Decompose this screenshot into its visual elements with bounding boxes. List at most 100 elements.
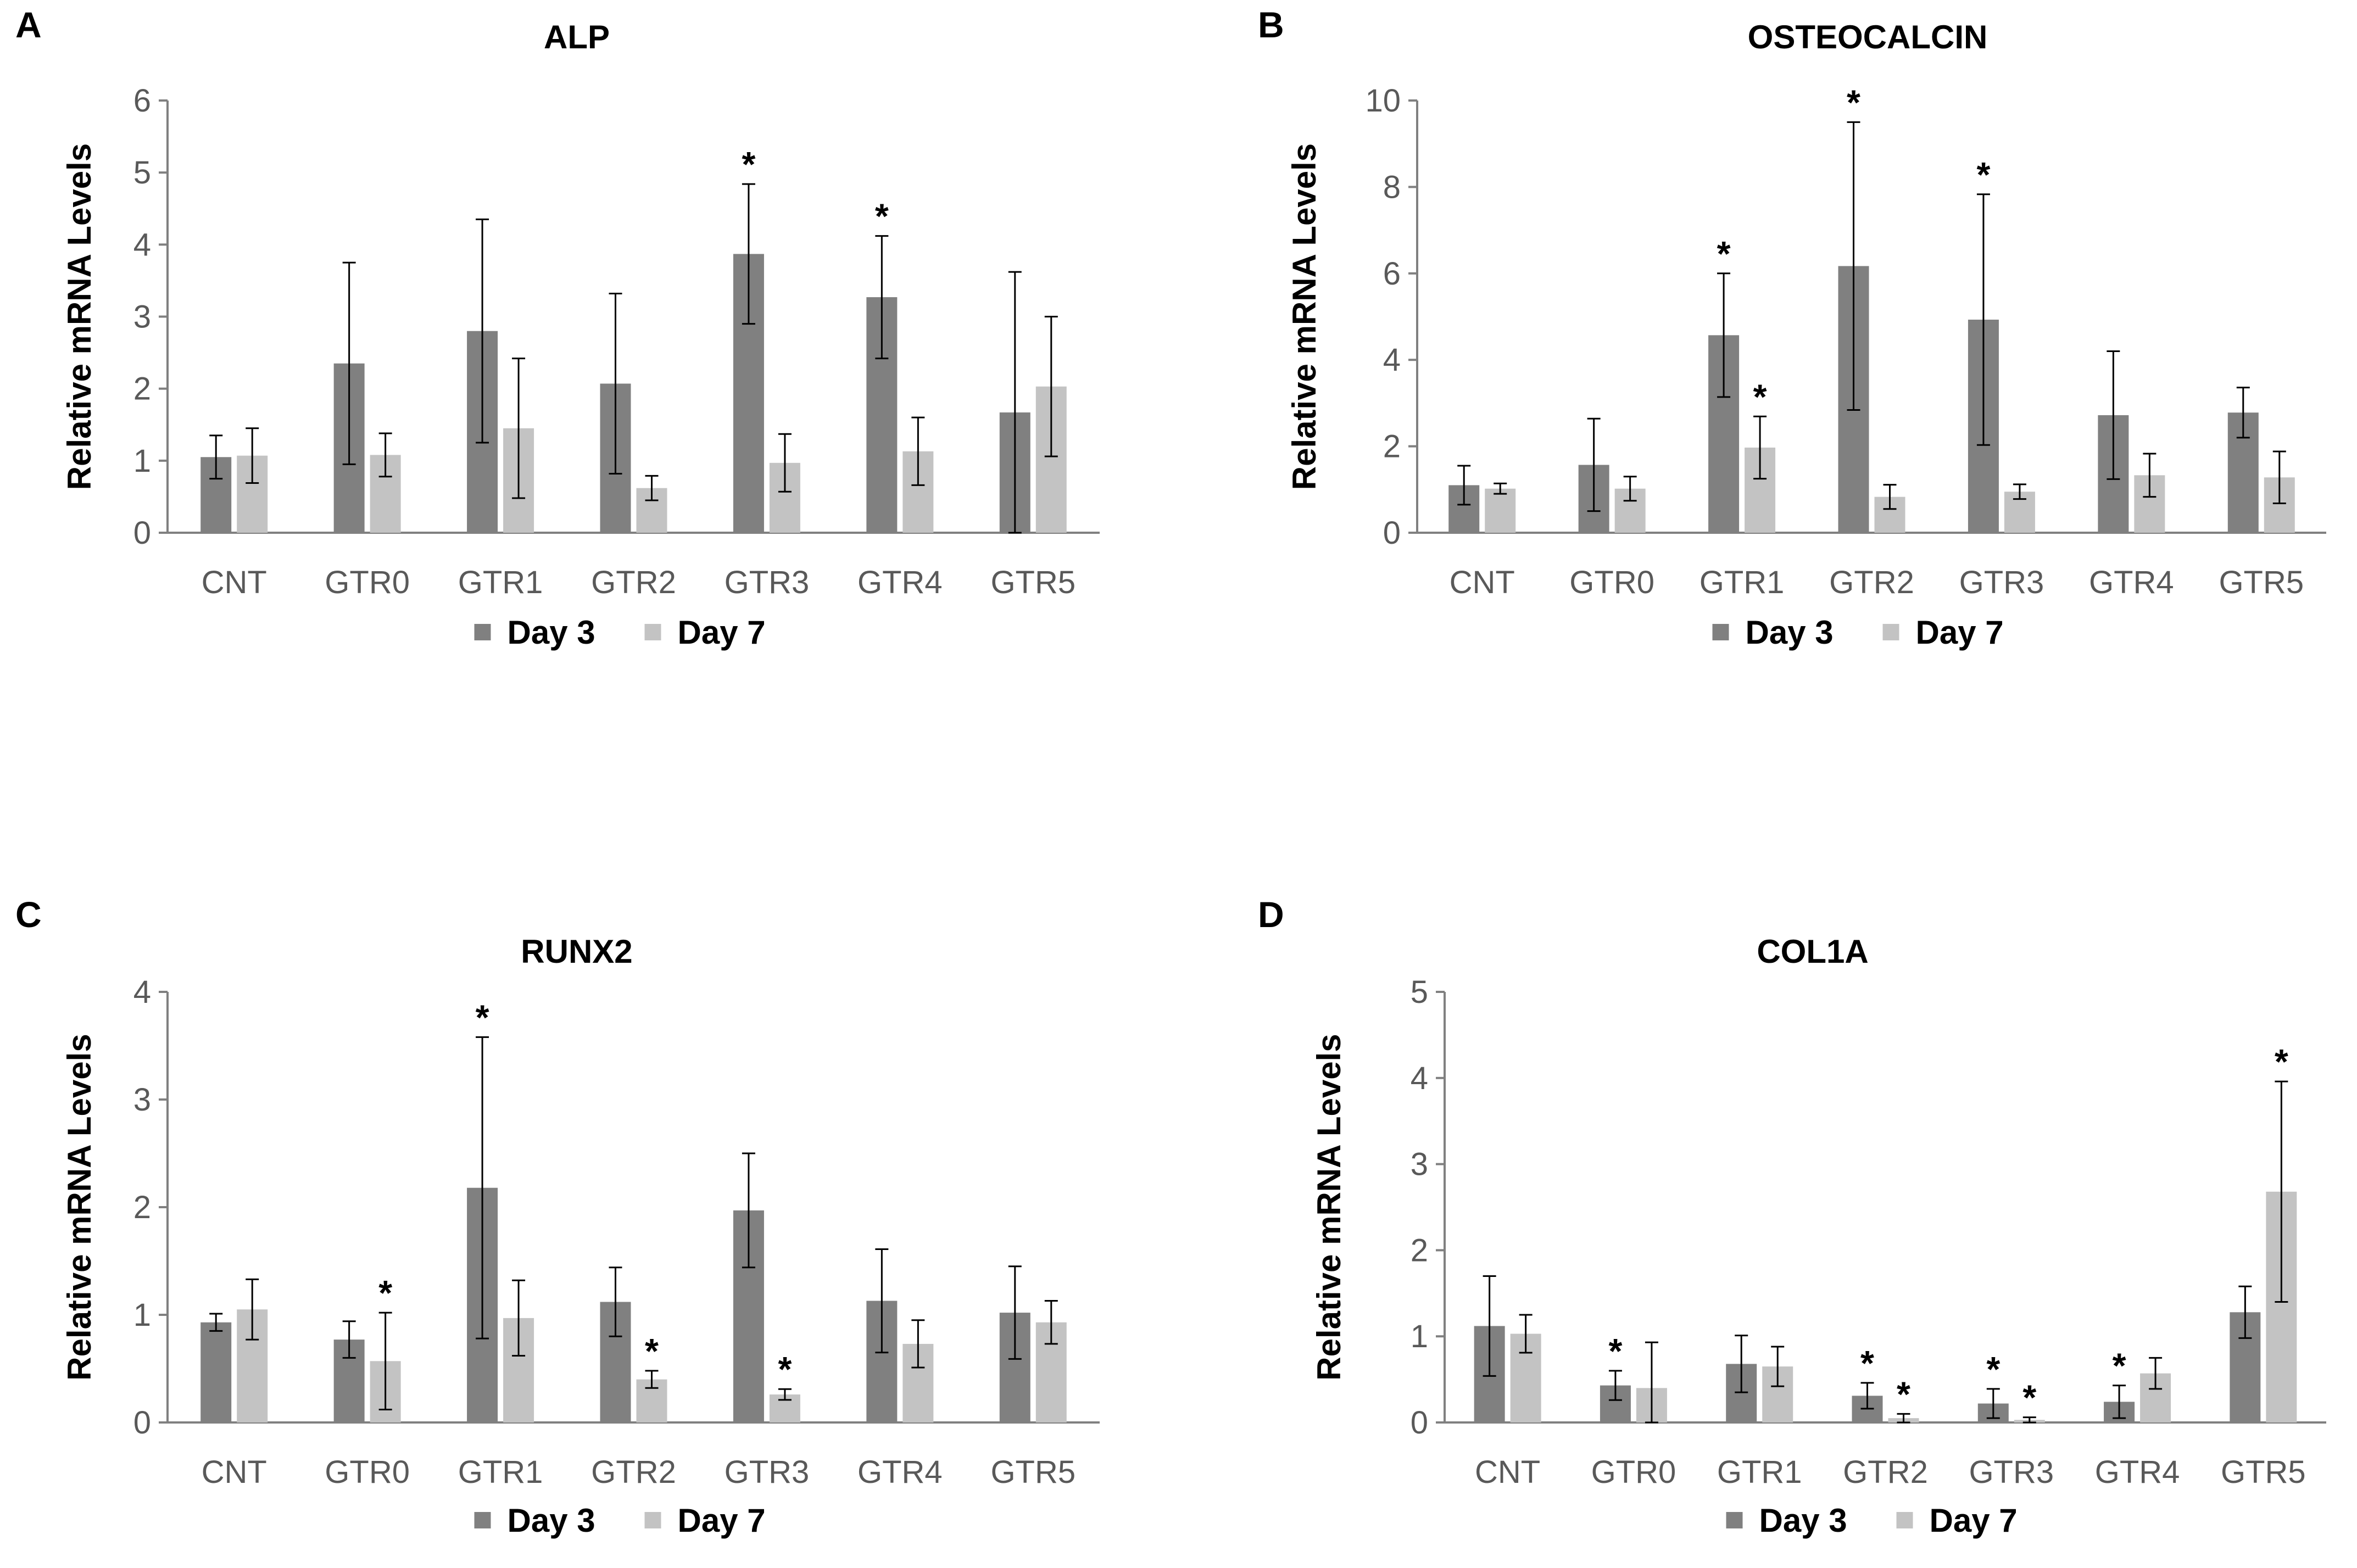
y-tick-label: 4 (1411, 1061, 1428, 1096)
significance-star: * (778, 1349, 792, 1389)
x-tick-label: GTR3 (725, 1454, 810, 1490)
significance-star: * (1897, 1374, 1910, 1414)
y-tick-label: 5 (1411, 974, 1428, 1010)
x-tick-label: GTR4 (2095, 1454, 2180, 1490)
legend-label-day7: Day 7 (1916, 614, 2004, 651)
x-tick-label: GTR2 (591, 565, 676, 600)
x-tick-label: GTR1 (1717, 1454, 1802, 1490)
chart-panel-a: A ALP Relative mRNA Levels 0 1 2 3 4 5 6 CNT GTR0 GT… (15, 4, 1100, 651)
x-tick-label: CNT (202, 1454, 267, 1490)
legend-swatch-day3 (1712, 624, 1729, 640)
y-tick-label: 4 (133, 227, 151, 263)
panel-label: C (15, 894, 42, 935)
x-tick-label: GTR5 (990, 1454, 1076, 1490)
x-tick-label: GTR4 (857, 565, 943, 600)
y-tick-label: 0 (1383, 515, 1401, 551)
bar-day7 (1485, 488, 1516, 533)
x-tick-label: GTR1 (458, 565, 543, 600)
y-tick-label: 2 (1383, 429, 1401, 465)
y-tick-label: 1 (133, 1297, 151, 1333)
x-tick-label: GTR0 (325, 1454, 410, 1490)
legend-swatch-day3 (474, 624, 491, 640)
chart-panel-d: D COL1A Relative mRNA Levels 0 1 2 3 4 5 CNT GTR0 *… (1258, 894, 2326, 1539)
y-tick-label: 4 (133, 974, 151, 1010)
y-tick-label: 6 (133, 83, 151, 119)
y-tick-label: 0 (1411, 1405, 1428, 1441)
significance-star: * (1976, 155, 1990, 194)
y-tick-label: 2 (133, 1190, 151, 1225)
y-axis-label: Relative mRNA Levels (61, 1034, 98, 1380)
chart-title: ALP (544, 19, 610, 55)
y-axis-label: Relative mRNA Levels (61, 143, 98, 490)
significance-star: * (645, 1331, 659, 1371)
significance-star: * (1608, 1331, 1622, 1371)
y-axis-label: Relative mRNA Levels (1311, 1034, 1347, 1380)
legend-label-day3: Day 3 (1759, 1502, 1847, 1539)
significance-star: * (476, 997, 489, 1037)
x-tick-label: GTR5 (2221, 1454, 2306, 1490)
x-tick-label: CNT (202, 565, 267, 600)
x-tick-label: GTR2 (1843, 1454, 1928, 1490)
y-tick-label: 3 (1411, 1147, 1428, 1182)
y-tick-label: 10 (1365, 83, 1401, 119)
x-tick-label: GTR0 (1569, 565, 1654, 600)
y-tick-label: 0 (133, 515, 151, 551)
significance-star: * (1860, 1343, 1874, 1383)
x-tick-label: GTR4 (857, 1454, 943, 1490)
x-tick-label: GTR1 (1700, 565, 1785, 600)
x-tick-label: GTR5 (2219, 565, 2304, 600)
significance-star: * (2022, 1378, 2036, 1418)
x-tick-label: CNT (1475, 1454, 1540, 1490)
x-tick-label: GTR0 (325, 565, 410, 600)
y-tick-label: 2 (133, 371, 151, 407)
chart-panel-c: C RUNX2 Relative mRNA Levels 0 1 2 3 4 CNT GTR0 * G… (15, 894, 1100, 1539)
legend-swatch-day7 (644, 1512, 661, 1528)
bar-day3 (200, 1322, 232, 1422)
legend-label-day3: Day 3 (1746, 614, 1834, 651)
significance-star: * (742, 144, 755, 184)
legend-swatch-day3 (474, 1512, 491, 1528)
y-tick-label: 1 (1411, 1319, 1428, 1354)
significance-star: * (1847, 82, 1860, 122)
significance-star: * (2275, 1042, 2288, 1081)
significance-star: * (1986, 1349, 2000, 1389)
significance-star: * (378, 1273, 392, 1313)
y-tick-label: 3 (133, 299, 151, 335)
panel-label: B (1258, 4, 1284, 45)
x-tick-label: GTR2 (591, 1454, 676, 1490)
legend-label-day7: Day 7 (1930, 1502, 2018, 1539)
y-tick-label: 4 (1383, 342, 1401, 378)
y-tick-label: 3 (133, 1082, 151, 1118)
significance-star: * (875, 197, 889, 236)
y-tick-label: 0 (133, 1405, 151, 1441)
x-tick-label: CNT (1450, 565, 1515, 600)
x-tick-label: GTR2 (1829, 565, 1914, 600)
legend-label-day3: Day 3 (508, 1502, 595, 1539)
significance-star: * (1717, 234, 1731, 274)
y-tick-label: 1 (133, 443, 151, 479)
y-tick-label: 6 (1383, 256, 1401, 292)
legend-label-day7: Day 7 (678, 1502, 766, 1539)
y-axis-label: Relative mRNA Levels (1286, 143, 1323, 490)
legend-swatch-day7 (1896, 1512, 1913, 1528)
x-tick-label: GTR3 (725, 565, 810, 600)
legend-swatch-day7 (644, 624, 661, 640)
y-tick-label: 2 (1411, 1232, 1428, 1268)
chart-title: OSTEOCALCIN (1748, 19, 1988, 55)
significance-star: * (2113, 1346, 2126, 1386)
x-tick-label: GTR5 (990, 565, 1076, 600)
panel-label: A (15, 4, 42, 45)
x-tick-label: GTR3 (1969, 1454, 2054, 1490)
legend-swatch-day3 (1726, 1512, 1743, 1528)
significance-star: * (1753, 377, 1767, 416)
chart-title: COL1A (1757, 933, 1868, 970)
legend-label-day7: Day 7 (678, 614, 766, 651)
chart-title: RUNX2 (521, 933, 632, 970)
legend-swatch-day7 (1882, 624, 1899, 640)
y-tick-label: 8 (1383, 169, 1401, 205)
x-tick-label: GTR4 (2089, 565, 2174, 600)
y-tick-label: 5 (133, 155, 151, 191)
x-tick-label: GTR0 (1591, 1454, 1676, 1490)
x-tick-label: GTR1 (458, 1454, 543, 1490)
